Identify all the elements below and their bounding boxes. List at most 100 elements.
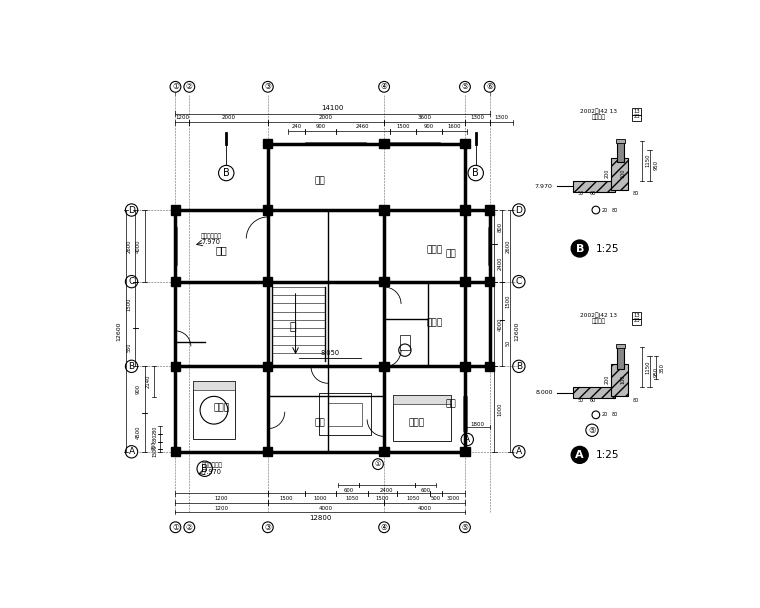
Text: 1:25: 1:25 (596, 450, 619, 460)
Text: 2000: 2000 (222, 115, 236, 120)
Text: B: B (575, 244, 584, 254)
Text: 2600: 2600 (127, 239, 131, 252)
Text: 2400: 2400 (380, 488, 394, 493)
Text: 4000: 4000 (417, 505, 432, 511)
Text: 2002苏J42 13: 2002苏J42 13 (581, 313, 617, 319)
Text: 主卧室: 主卧室 (408, 419, 425, 428)
Text: 900: 900 (315, 125, 325, 130)
Text: 1050: 1050 (407, 496, 420, 501)
Text: 1500: 1500 (280, 496, 293, 501)
Bar (263, 447, 272, 457)
Bar (263, 277, 272, 286)
Text: 950: 950 (654, 367, 658, 377)
Text: B: B (516, 362, 522, 371)
Text: 800: 800 (498, 222, 503, 232)
Text: 1500: 1500 (396, 125, 410, 130)
Text: ⑤: ⑤ (461, 82, 468, 91)
Bar (379, 277, 388, 286)
Text: B: B (201, 464, 208, 474)
Text: 1300: 1300 (470, 115, 484, 120)
Text: C: C (516, 277, 522, 286)
Text: 1150: 1150 (646, 361, 651, 374)
Text: 2600: 2600 (505, 239, 511, 252)
Bar (616, 344, 625, 348)
Text: ②: ② (186, 82, 193, 91)
Text: 580: 580 (152, 434, 157, 443)
Text: 4000: 4000 (498, 317, 503, 331)
Text: 露台: 露台 (445, 249, 457, 258)
Text: 露台: 露台 (216, 245, 227, 255)
Text: ①: ① (172, 82, 179, 91)
Bar (263, 139, 272, 148)
Text: 550: 550 (127, 342, 131, 352)
Text: 23: 23 (633, 114, 640, 119)
Text: 4000: 4000 (136, 239, 141, 252)
Text: 7.970: 7.970 (203, 469, 222, 475)
Bar (394, 395, 451, 404)
Text: ③: ③ (264, 523, 271, 532)
Text: 60: 60 (590, 398, 596, 402)
Text: 护栏详见: 护栏详见 (592, 114, 606, 120)
Text: 1200: 1200 (215, 496, 229, 501)
Text: ①: ① (375, 461, 381, 467)
Text: 12600: 12600 (117, 321, 122, 340)
Bar (632, 108, 641, 114)
Bar (485, 206, 494, 215)
Text: 100: 100 (620, 168, 625, 178)
Text: 80: 80 (612, 207, 618, 213)
Text: （结构板面）: （结构板面） (201, 233, 221, 239)
Text: 次卧室: 次卧室 (426, 246, 442, 255)
Bar (461, 206, 470, 215)
Text: 13: 13 (633, 313, 640, 318)
Bar (617, 140, 623, 162)
Bar (328, 402, 362, 426)
Text: 80: 80 (633, 398, 639, 402)
Bar (461, 362, 470, 371)
Text: 50: 50 (578, 190, 584, 196)
Bar (318, 393, 371, 435)
Text: 1050: 1050 (345, 496, 359, 501)
Text: 1500: 1500 (505, 294, 511, 308)
Text: 20: 20 (602, 412, 608, 417)
Bar (632, 319, 641, 325)
Text: 200: 200 (604, 375, 610, 384)
Text: 23: 23 (633, 319, 640, 323)
Text: ⑤: ⑤ (588, 426, 596, 435)
Bar (573, 181, 615, 192)
Text: ①: ① (172, 523, 179, 532)
Text: 衣橱间: 衣橱间 (426, 319, 442, 328)
Text: 350: 350 (660, 363, 664, 373)
Text: C: C (128, 277, 135, 286)
Text: ④: ④ (381, 82, 388, 91)
Text: 500: 500 (431, 496, 441, 501)
Text: 下: 下 (290, 322, 296, 332)
Text: 8.050: 8.050 (321, 350, 340, 356)
Bar (461, 277, 470, 286)
Bar (573, 387, 615, 398)
Text: 14100: 14100 (321, 105, 344, 111)
Bar (485, 362, 494, 371)
Bar (461, 447, 470, 457)
Text: 700: 700 (152, 441, 157, 451)
Text: ④: ④ (381, 523, 388, 532)
Text: 次卧室: 次卧室 (214, 404, 230, 412)
Text: 1800: 1800 (470, 421, 484, 427)
Bar (632, 114, 641, 121)
Bar (171, 362, 180, 371)
Bar (171, 277, 180, 286)
Text: 950: 950 (654, 161, 658, 170)
Circle shape (572, 446, 588, 463)
Text: B: B (473, 168, 479, 178)
Text: 1600: 1600 (448, 125, 461, 130)
Text: 1200: 1200 (214, 505, 229, 511)
Text: 600: 600 (344, 488, 353, 493)
Text: A: A (464, 435, 470, 444)
Text: 13: 13 (633, 109, 640, 114)
Text: 2460: 2460 (356, 125, 369, 130)
Bar (263, 206, 272, 215)
Bar (611, 157, 629, 190)
Text: 600: 600 (420, 488, 430, 493)
Bar (379, 362, 388, 371)
Text: 1500: 1500 (127, 298, 131, 311)
Text: 7.970: 7.970 (535, 184, 553, 188)
